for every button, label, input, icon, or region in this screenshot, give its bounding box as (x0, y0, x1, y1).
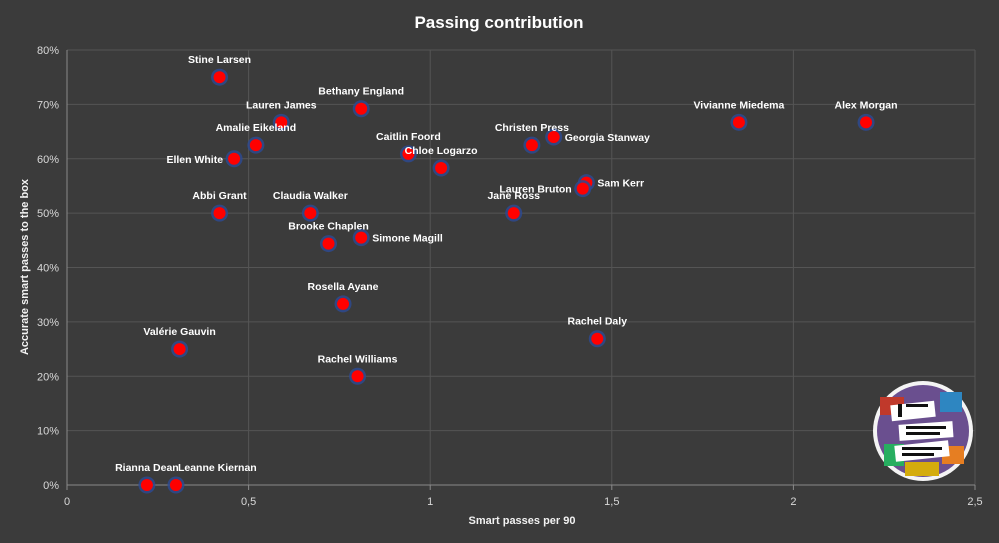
chart-title: Passing contribution (414, 13, 583, 32)
y-tick-label: 70% (37, 99, 59, 111)
y-tick-label: 10% (37, 426, 59, 438)
data-point (140, 479, 153, 491)
data-point (355, 102, 368, 115)
data-point (547, 131, 560, 143)
logo-lettering-mark (906, 404, 928, 407)
data-point (249, 139, 262, 152)
data-label: Sam Kerr (597, 178, 644, 190)
data-point (213, 71, 226, 84)
data-label: Stine Larsen (188, 54, 251, 66)
logo-lettering-mark (902, 453, 934, 456)
data-label: Lauren James (246, 99, 317, 111)
data-label: Simone Magill (372, 233, 443, 245)
data-point (213, 207, 226, 220)
data-point (860, 116, 873, 129)
data-point (507, 207, 520, 220)
data-label: Chloe Logarzo (405, 145, 478, 157)
y-tick-label: 20% (37, 371, 59, 383)
data-point (576, 182, 589, 195)
y-tick-labels: 0% 10% 20% 30% 40% 50% 60% 70% 80% (37, 45, 59, 492)
gridlines (67, 49, 976, 485)
data-point (173, 343, 186, 356)
y-tick-label: 0% (43, 480, 59, 492)
data-label: Rachel Williams (318, 353, 398, 365)
logo-lettering-mark (906, 426, 946, 429)
data-label: Caitlin Foord (376, 131, 441, 143)
y-tick-label: 80% (37, 45, 59, 57)
data-point (337, 297, 350, 310)
y-tick-label: 40% (37, 263, 59, 275)
x-tick-label: 0,5 (241, 496, 256, 508)
data-point (228, 152, 241, 165)
logo-banner (894, 440, 950, 462)
logo-collage-tile (905, 462, 939, 476)
y-tick-label: 60% (37, 154, 59, 166)
x-tick-labels: 0 0,5 1 1,5 2 2,5 (64, 496, 983, 508)
y-tick-label: 30% (37, 317, 59, 329)
data-point (525, 139, 538, 152)
logo-lettering-mark (906, 432, 940, 435)
x-tick-label: 2,5 (967, 496, 982, 508)
x-axis-title: Smart passes per 90 (468, 515, 575, 527)
data-label: Amalie Eikeland (216, 122, 297, 134)
data-label: Valérie Gauvin (143, 326, 215, 338)
logo-collage-tile (940, 392, 962, 412)
total-football-analysis-logo (873, 381, 973, 481)
data-point (402, 147, 415, 160)
x-tick-label: 1,5 (604, 496, 619, 508)
data-label: Bethany England (318, 86, 404, 98)
data-label: Georgia Stanway (565, 132, 650, 144)
data-label: Leanne Kiernan (178, 462, 257, 474)
data-label: Alex Morgan (835, 99, 898, 111)
data-point (732, 116, 745, 129)
data-points (138, 68, 875, 494)
axes (66, 50, 976, 490)
data-label: Lauren Bruton (499, 184, 571, 196)
data-point (322, 237, 335, 250)
data-point (435, 161, 448, 174)
logo-lettering-mark (898, 404, 902, 417)
logo-lettering-mark (902, 447, 942, 450)
data-point (275, 116, 288, 129)
y-axis-title: Accurate smart passes to the box (19, 178, 31, 355)
data-label: Brooke Chaplen (288, 221, 369, 233)
y-tick-label: 50% (37, 208, 59, 220)
x-tick-label: 2 (790, 496, 796, 508)
data-label: Ellen White (166, 154, 223, 166)
x-tick-label: 1 (427, 496, 433, 508)
data-point (355, 231, 368, 244)
data-label: Rachel Daly (568, 316, 628, 328)
data-point (304, 207, 317, 220)
data-label: Vivianne Miedema (693, 99, 784, 111)
x-tick-label: 0 (64, 496, 70, 508)
data-point (591, 332, 604, 345)
data-point (169, 479, 182, 491)
data-label: Abbi Grant (192, 190, 247, 202)
data-point (351, 370, 364, 383)
data-label: Claudia Walker (273, 190, 348, 202)
data-label: Rosella Ayane (308, 281, 379, 293)
data-label: Rianna Dean (115, 462, 179, 474)
data-label: Jane Ross (487, 190, 540, 202)
data-label: Christen Press (495, 122, 569, 134)
